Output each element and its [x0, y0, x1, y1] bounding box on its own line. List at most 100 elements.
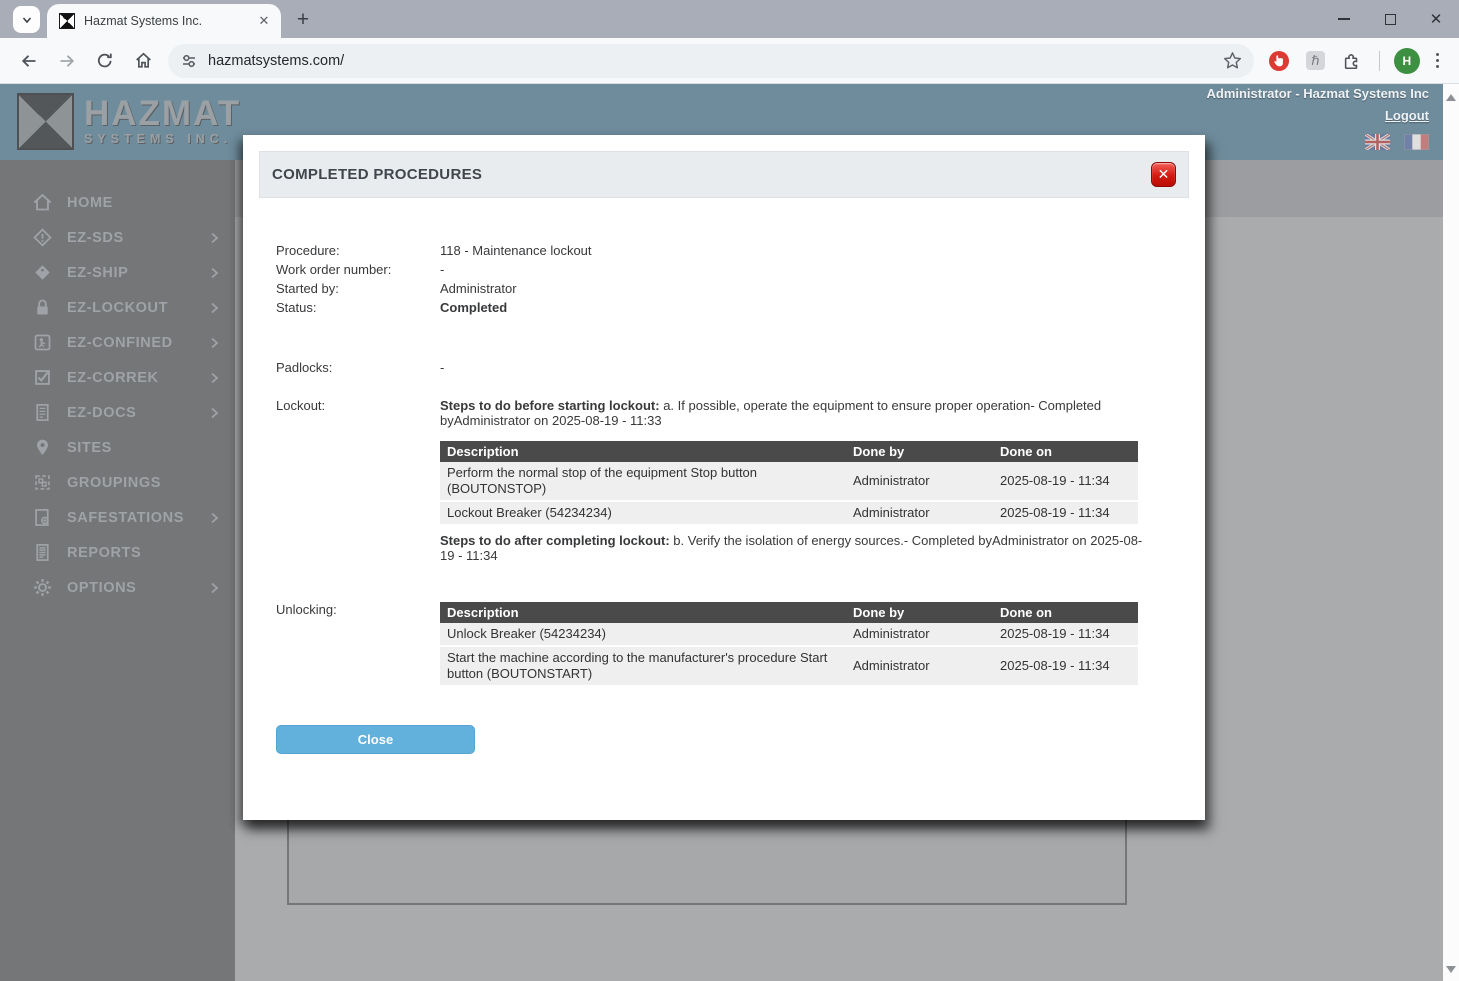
tab-close-icon[interactable]: ✕: [258, 13, 270, 28]
padlocks-row: Padlocks: -: [276, 360, 445, 375]
sidebar-item-ez-docs[interactable]: EZ-DOCS: [0, 395, 235, 430]
unlocking-steps-table: Description Done by Done on Unlock Break…: [440, 602, 1138, 687]
uk-flag-icon[interactable]: [1365, 134, 1390, 150]
confined-space-icon: [32, 332, 53, 353]
reload-button[interactable]: [89, 45, 121, 77]
sidebar-item-sites[interactable]: SITES: [0, 430, 235, 465]
document-icon: [32, 402, 53, 423]
tab-title: Hazmat Systems Inc.: [84, 14, 203, 28]
modal-body: Procedure: 118 - Maintenance lockout Wor…: [243, 198, 1205, 754]
work-order-value: -: [440, 262, 445, 277]
address-bar[interactable]: hazmatsystems.com/: [168, 43, 1254, 78]
hazmat-logo: HAZMAT SYSTEMS INC.: [17, 93, 241, 150]
unlocking-section: Unlocking: Description Done by Done on U…: [276, 602, 1148, 687]
page-scrollbar[interactable]: [1443, 84, 1459, 981]
chevron-right-icon: [207, 336, 221, 350]
maximize-icon: [1384, 13, 1396, 25]
browser-tab[interactable]: Hazmat Systems Inc. ✕: [47, 4, 281, 38]
reload-icon: [97, 53, 112, 67]
table-row: Perform the normal stop of the equipment…: [440, 462, 1138, 502]
modal-titlebar: COMPLETED PROCEDURES ✕: [259, 151, 1189, 198]
groupings-icon: [32, 472, 53, 493]
lockout-label: Lockout:: [276, 398, 326, 413]
toolbar-divider: [1378, 50, 1380, 71]
logged-in-user-label: Administrator - Hazmat Systems Inc: [1206, 86, 1429, 101]
browser-toolbar: hazmatsystems.com/ ℏ H: [0, 38, 1459, 84]
browser-menu-kebab-icon[interactable]: [1426, 47, 1449, 75]
padlock-icon: [32, 297, 53, 318]
sidebar-item-ez-ship[interactable]: EZ-SHIP: [0, 255, 235, 290]
sidebar-item-ez-confined[interactable]: EZ-CONFINED: [0, 325, 235, 360]
started-by-value: Administrator: [440, 281, 517, 296]
sidebar-item-groupings[interactable]: GROUPINGS: [0, 465, 235, 500]
modal-title: COMPLETED PROCEDURES: [272, 166, 483, 183]
scroll-down-icon[interactable]: [1446, 966, 1456, 973]
home-icon: [32, 192, 53, 213]
procedure-row: Procedure: 118 - Maintenance lockout: [276, 243, 592, 258]
close-button[interactable]: Close: [276, 725, 475, 754]
close-x-icon: ✕: [1157, 166, 1170, 182]
hazmat-logo-icon: [17, 93, 74, 150]
map-pin-icon: [32, 437, 53, 458]
ship-diamond-icon: [32, 262, 53, 283]
forward-button[interactable]: [51, 45, 83, 77]
status-value: Completed: [440, 300, 508, 315]
results-list-box: [287, 818, 1127, 905]
sidebar-item-reports[interactable]: REPORTS: [0, 535, 235, 570]
scroll-up-icon[interactable]: [1446, 94, 1456, 101]
sidebar-item-ez-sds[interactable]: EZ-SDS: [0, 220, 235, 255]
chevron-right-icon: [207, 301, 221, 315]
report-icon: [32, 542, 53, 563]
home-button[interactable]: [127, 45, 159, 77]
extensions-puzzle-icon[interactable]: [1336, 45, 1368, 77]
sidebar-item-home[interactable]: HOME: [0, 185, 235, 220]
logo-title: HAZMAT: [84, 94, 242, 133]
hazmat-favicon-icon: [59, 13, 75, 29]
h-extension-icon[interactable]: ℏ: [1305, 51, 1325, 70]
maximize-button[interactable]: [1367, 0, 1413, 38]
site-info-icon[interactable]: [180, 52, 198, 70]
logo-subtitle: SYSTEMS INC.: [84, 132, 233, 146]
chevron-right-icon: [207, 511, 221, 525]
sds-diamond-icon: [32, 227, 53, 248]
new-tab-button[interactable]: +: [296, 8, 310, 31]
window-close-icon: ✕: [1429, 11, 1443, 28]
forward-arrow-icon: [60, 54, 75, 67]
gear-icon: [32, 577, 53, 598]
work-order-row: Work order number: -: [276, 262, 445, 277]
steps-after-text: Steps to do after completing lockout: b.…: [440, 533, 1143, 563]
lockout-steps-table: Description Done by Done on Perform the …: [440, 441, 1138, 526]
home-icon: [135, 52, 151, 68]
browser-titlebar: Hazmat Systems Inc. ✕ + ✕: [0, 0, 1459, 38]
sidebar-item-safestations[interactable]: SAFESTATIONS: [0, 500, 235, 535]
window-close-button[interactable]: ✕: [1413, 0, 1459, 38]
app-page: HAZMAT SYSTEMS INC. Administrator - Hazm…: [0, 84, 1459, 981]
minimize-button[interactable]: [1321, 0, 1367, 38]
adblock-extension-icon[interactable]: [1263, 45, 1295, 77]
tab-search-button[interactable]: [13, 6, 40, 33]
back-arrow-icon: [21, 54, 36, 67]
url-text[interactable]: hazmatsystems.com/: [208, 52, 345, 69]
checkbox-icon: [32, 367, 53, 388]
status-row: Status: Completed: [276, 300, 508, 315]
back-button[interactable]: [13, 45, 45, 77]
chevron-right-icon: [207, 266, 221, 280]
padlocks-value: -: [440, 360, 445, 375]
sidebar-item-ez-correk[interactable]: EZ-CORREK: [0, 360, 235, 395]
chevron-right-icon: [207, 371, 221, 385]
sidebar-item-options[interactable]: OPTIONS: [0, 570, 235, 605]
profile-avatar[interactable]: H: [1393, 47, 1420, 74]
window-controls: ✕: [1321, 0, 1459, 38]
logout-link[interactable]: Logout: [1384, 108, 1429, 123]
table-row: Unlock Breaker (54234234) Administrator …: [440, 623, 1138, 647]
chevron-right-icon: [207, 231, 221, 245]
sidebar-item-ez-lockout[interactable]: EZ-LOCKOUT: [0, 290, 235, 325]
modal-close-button[interactable]: ✕: [1151, 162, 1176, 187]
table-row: Start the machine according to the manuf…: [440, 646, 1138, 687]
chevron-right-icon: [207, 581, 221, 595]
completed-procedures-modal: COMPLETED PROCEDURES ✕ Procedure: 118 - …: [243, 135, 1205, 820]
france-flag-icon[interactable]: [1404, 134, 1429, 150]
unlocking-label: Unlocking:: [276, 602, 337, 617]
bookmark-star-icon[interactable]: [1223, 51, 1242, 70]
